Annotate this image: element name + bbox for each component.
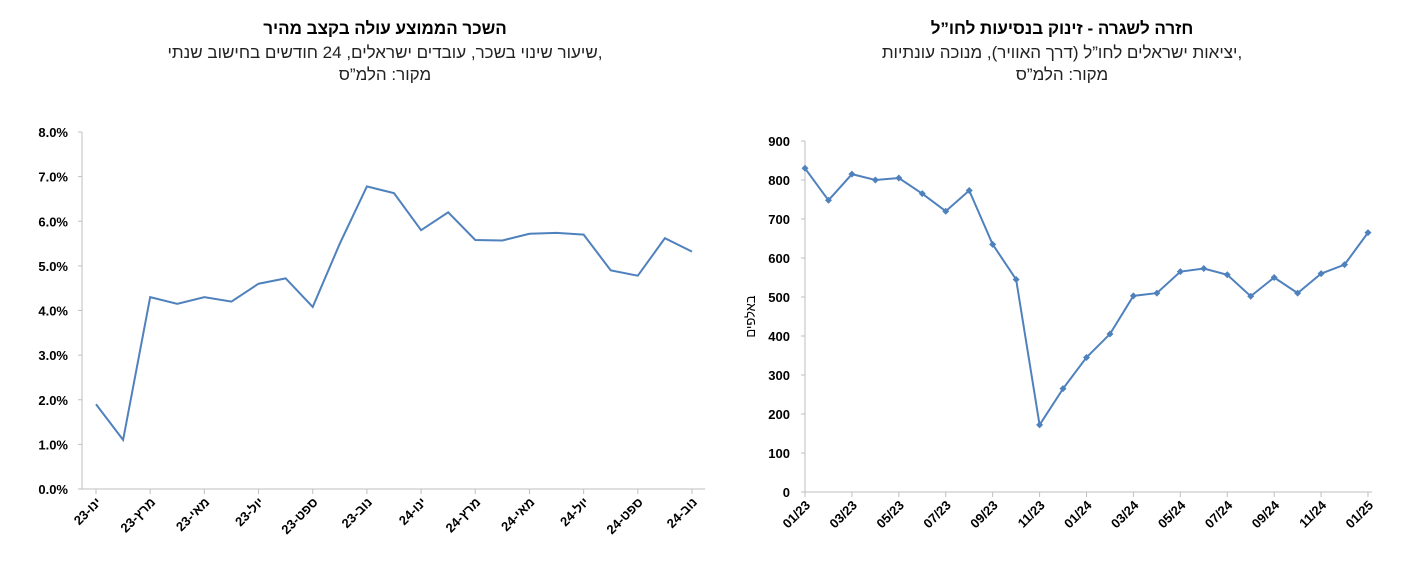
x-tick-label: מרץ-24 (442, 495, 483, 536)
y-tick-label: 800 (768, 173, 790, 188)
data-point (848, 170, 856, 178)
x-tick-label: נוב-23 (339, 495, 376, 532)
x-tick-label: מרץ-23 (117, 495, 158, 536)
chart-subtitle: מקור: הלמ”ס (339, 65, 431, 84)
x-tick-label: 11/23 (1015, 498, 1048, 531)
data-point (1153, 289, 1161, 297)
x-tick-label: 05/24 (1155, 497, 1189, 531)
x-tick-label: ספט-24 (603, 495, 646, 538)
x-tick-label: 09/23 (967, 498, 1001, 532)
y-tick-label: 900 (768, 134, 790, 149)
data-point (1341, 261, 1349, 269)
x-tick-label: יול-23 (232, 495, 267, 530)
data-point (895, 174, 903, 182)
data-point (801, 164, 809, 172)
data-point (1223, 271, 1231, 279)
y-tick-label: 6.0% (38, 214, 68, 229)
x-tick-label: 05/23 (873, 498, 907, 532)
y-tick-label: 0 (783, 485, 790, 500)
data-point (918, 190, 926, 198)
chart-subtitle: מקור: הלמ”ס (1016, 65, 1108, 84)
y-tick-label: 600 (768, 251, 790, 266)
data-point (1294, 289, 1302, 297)
x-tick-label: ספט-23 (278, 495, 321, 538)
data-point (1012, 275, 1020, 283)
y-tick-label: 100 (768, 446, 790, 461)
data-point (965, 187, 973, 195)
x-tick-label: ינו-24 (396, 495, 429, 528)
x-tick-label: 03/24 (1108, 497, 1142, 531)
y-tick-label: 0.0% (38, 482, 68, 497)
data-point (871, 176, 879, 184)
chart-title: השכר הממוצע עולה בקצב מהיר (263, 19, 507, 38)
data-point (824, 196, 832, 204)
data-point (1083, 353, 1090, 361)
x-tick-label: 03/23 (826, 498, 860, 532)
data-line (804, 167, 1369, 428)
chart-subtitle: שיעור שינוי בשכר, עובדים ישראלים, 24 חוד… (168, 43, 603, 62)
data-point (1176, 268, 1184, 276)
x-tick-label: נוב-24 (664, 495, 701, 532)
y-tick-label: 400 (768, 329, 790, 344)
data-point (1059, 385, 1067, 393)
data-point (1200, 265, 1208, 273)
data-point (1364, 229, 1372, 237)
chart-title: חזרה לשגרה - זינוק בנסיעות לחו”ל (931, 19, 1194, 38)
data-point (1270, 274, 1278, 281)
y-tick-label: 2.0% (38, 393, 68, 408)
data-point (942, 207, 950, 215)
y-tick-label: 5.0% (38, 259, 68, 274)
y-tick-label: 700 (768, 212, 790, 227)
data-point (1317, 270, 1325, 278)
data-point (989, 240, 997, 248)
y-tick-label: 4.0% (38, 304, 68, 319)
data-point (1247, 292, 1255, 300)
y-axis-title: באלפים (743, 295, 758, 337)
x-tick-label: מאי-23 (173, 495, 213, 535)
x-tick-label: מאי-24 (498, 495, 538, 535)
x-tick-label: ינו-23 (71, 495, 104, 528)
y-tick-label: 1.0% (38, 437, 68, 452)
x-tick-label: יול-24 (557, 495, 592, 530)
y-tick-label: 3.0% (38, 348, 68, 363)
chart-subtitle: יציאות ישראלים לחו”ל (דרך האוויר), מנוכה… (882, 43, 1242, 62)
data-point (1036, 421, 1044, 429)
data-line (95, 185, 693, 443)
y-tick-label: 200 (768, 407, 790, 422)
x-tick-label: 07/24 (1202, 497, 1236, 531)
y-tick-label: 7.0% (38, 170, 68, 185)
data-point (1106, 330, 1114, 338)
x-tick-label: 07/23 (920, 498, 954, 532)
x-tick-label: 11/24 (1296, 497, 1330, 531)
data-point (1129, 292, 1137, 300)
y-tick-label: 300 (768, 368, 790, 383)
x-tick-label: 01/25 (1343, 498, 1377, 532)
y-tick-label: 8.0% (38, 125, 68, 140)
x-tick-label: 09/24 (1249, 497, 1283, 531)
x-tick-label: 01/24 (1061, 497, 1095, 531)
x-tick-label: 01/23 (780, 498, 814, 532)
y-tick-label: 500 (768, 290, 790, 305)
